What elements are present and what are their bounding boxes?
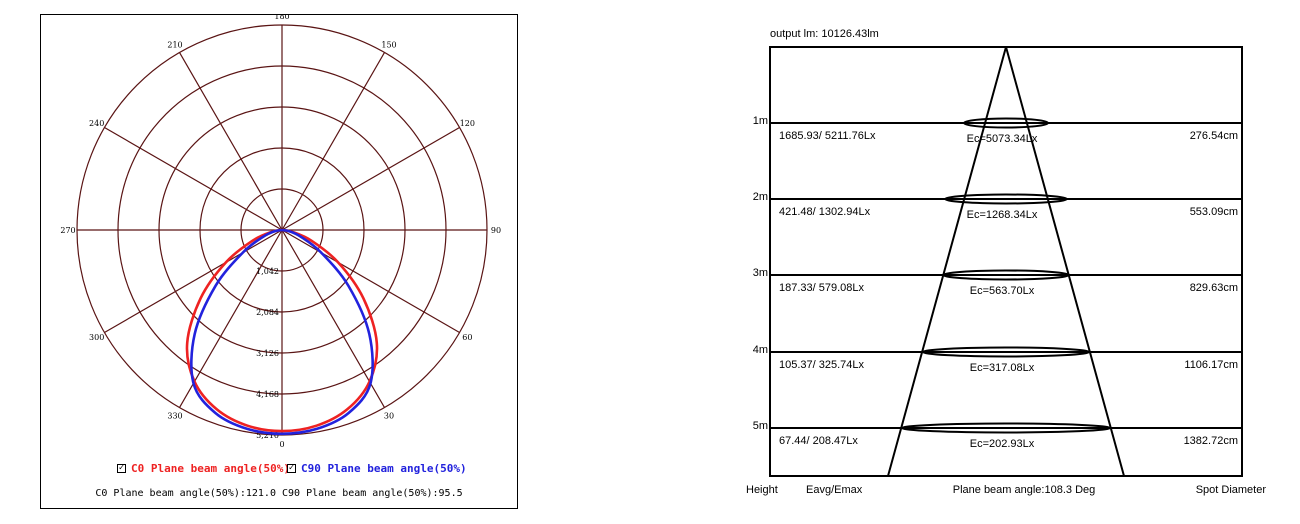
polar-chart: 18015012090603003303002702402101,0422,08… — [60, 15, 501, 449]
ec-value: Ec=317.08Lx — [970, 362, 1035, 374]
angle-label-270: 270 — [60, 226, 75, 235]
polar-panel: 180 150 120 90 60 30 0 330 300 270 240 210 1,042 2,08… — [40, 14, 518, 509]
radial-label: 2,084 — [256, 308, 279, 317]
angle-label-30: 30 — [384, 411, 394, 420]
beam-ellipse — [944, 193, 1068, 205]
polar-spoke — [281, 126, 460, 231]
polar-spoke — [281, 229, 386, 408]
angle-label-180: 180 — [274, 15, 289, 21]
angle-label-240: 240 — [89, 119, 104, 128]
checkbox-c0[interactable]: ✓ — [117, 463, 126, 473]
beam-ellipse — [963, 117, 1049, 129]
angle-label-150: 150 — [381, 41, 396, 50]
angle-label-210: 210 — [167, 41, 182, 50]
series-c90-curve — [190, 228, 374, 436]
footer-eavg-label: Eavg/Emax — [806, 484, 863, 496]
polar-spoke — [104, 126, 283, 231]
legend-item-c0[interactable]: ✓ C0 Plane beam angle(50%) — [117, 462, 290, 475]
output-lumen-label: output lm: 10126.43lm — [770, 28, 879, 40]
legend-label-c0: C0 Plane beam angle(50%) — [131, 462, 290, 475]
angle-label-120: 120 — [460, 119, 475, 128]
height-label: 1m — [753, 115, 768, 127]
ec-value: Ec=1268.34Lx — [967, 209, 1038, 221]
cone-edge-right — [1005, 46, 1125, 477]
legend-label-c90: C90 Plane beam angle(50%) — [301, 462, 467, 475]
angle-label-90: 90 — [491, 226, 501, 235]
cone-frame — [769, 46, 1243, 477]
spot-diameter-value: 1382.72cm — [1184, 435, 1238, 447]
polar-spoke — [178, 52, 283, 231]
angle-label-0: 0 — [279, 440, 284, 449]
legend-item-c90[interactable]: ✓ C90 Plane beam angle(50%) — [287, 462, 467, 475]
cone-edge-left — [887, 46, 1007, 477]
footer-beam-angle-label: Plane beam angle:108.3 Deg — [953, 484, 1096, 496]
eavg-emax-value: 1685.93/ 5211.76Lx — [779, 130, 876, 142]
polar-legend: ✓ C0 Plane beam angle(50%) ✓ C90 Plane b… — [41, 462, 517, 480]
eavg-emax-value: 421.48/ 1302.94Lx — [779, 206, 871, 218]
radial-label: 4,168 — [256, 390, 279, 399]
height-label: 2m — [753, 191, 768, 203]
ec-value: Ec=563.70Lx — [970, 285, 1035, 297]
height-label: 4m — [753, 344, 768, 356]
series-c0-curve — [185, 228, 379, 433]
height-label: 5m — [753, 420, 768, 432]
checkbox-c90[interactable]: ✓ — [287, 463, 296, 473]
spot-diameter-value: 553.09cm — [1190, 206, 1238, 218]
ec-value: Ec=202.93Lx — [970, 438, 1035, 450]
radial-label: 1,042 — [256, 267, 279, 276]
radial-label: 3,126 — [256, 349, 279, 358]
angle-label-330: 330 — [167, 411, 182, 420]
spot-diameter-value: 1106.17cm — [1184, 359, 1238, 371]
angle-label-300: 300 — [89, 333, 104, 342]
height-label: 3m — [753, 267, 768, 279]
beam-angle-summary: C0 Plane beam angle(50%):121.0 C90 Plane… — [95, 488, 463, 499]
polar-spoke — [281, 52, 386, 231]
angle-label-60: 60 — [462, 333, 472, 342]
eavg-emax-value: 67.44/ 208.47Lx — [779, 435, 858, 447]
radial-label: 5,210 — [256, 431, 279, 440]
spot-diameter-value: 276.54cm — [1190, 130, 1238, 142]
footer-height-label: Height — [746, 484, 778, 496]
footer-spot-label: Spot Diameter — [1196, 484, 1267, 496]
spot-diameter-value: 829.63cm — [1190, 282, 1238, 294]
eavg-emax-value: 105.37/ 325.74Lx — [779, 359, 865, 371]
polar-spoke — [178, 229, 283, 408]
eavg-emax-value: 187.33/ 579.08Lx — [779, 282, 865, 294]
polar-spoke — [104, 229, 283, 334]
polar-spoke — [281, 229, 460, 334]
ec-value: Ec=5073.34Lx — [967, 133, 1038, 145]
cone-diagram: output lm: 10126.43lm 1m 1685.93/ 5211.76L… — [746, 28, 1267, 496]
